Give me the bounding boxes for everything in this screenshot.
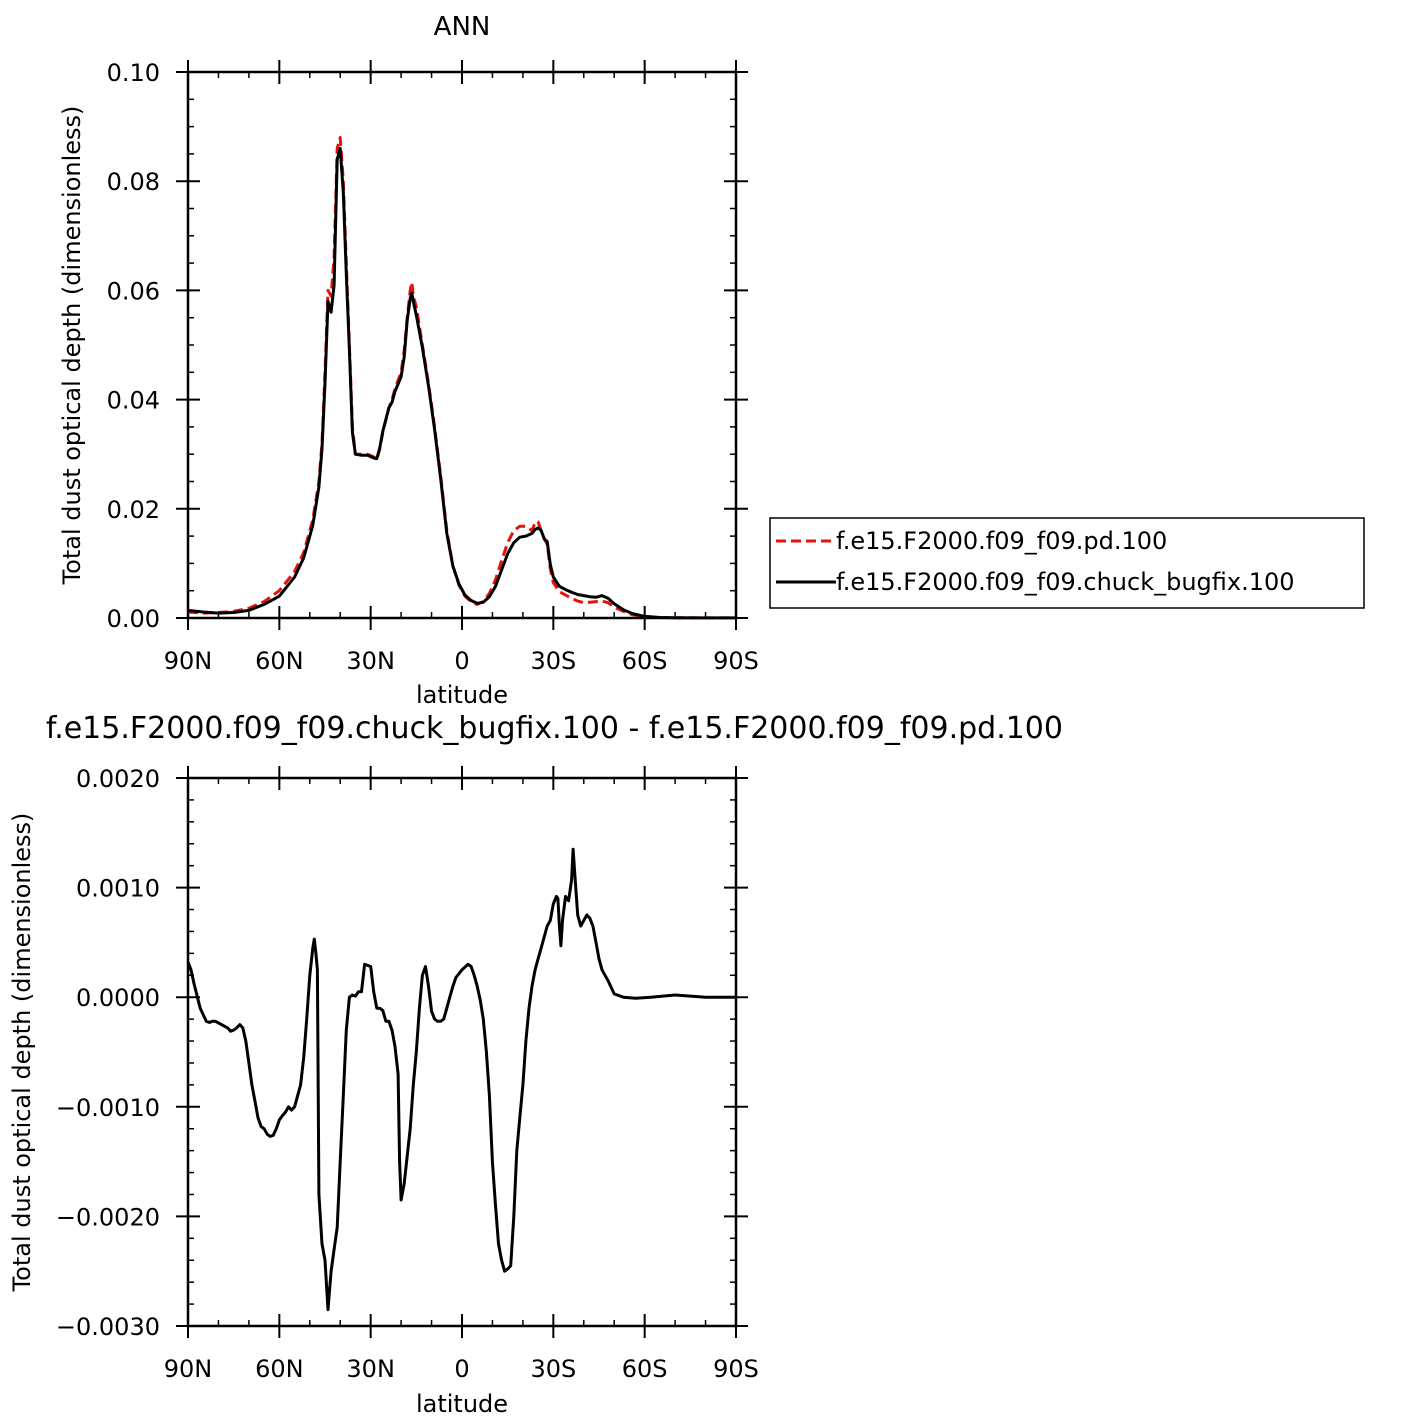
lower-y-tick-label: −0.0030 bbox=[56, 1313, 160, 1341]
upper-x-tick-label: 0 bbox=[454, 647, 469, 675]
lower-chart-panel: f.e15.F2000.f09_f09.chuck_bugfix.100 - f… bbox=[8, 711, 1063, 1418]
lower-y-tick-label: 0.0010 bbox=[76, 875, 160, 903]
lower-x-tick-label: 30S bbox=[530, 1355, 576, 1383]
upper-y-tick-label: 0.00 bbox=[107, 605, 160, 633]
lower-plot-frame bbox=[186, 776, 738, 1328]
upper-y-tick-label: 0.10 bbox=[107, 59, 160, 87]
upper-y-axis-label: Total dust optical depth (dimensionless) bbox=[58, 106, 86, 586]
lower-chart-series bbox=[186, 847, 736, 1312]
lower-series-line-0 bbox=[186, 847, 736, 1312]
upper-y-tick-label: 0.04 bbox=[107, 387, 160, 415]
upper-x-tick-label: 60N bbox=[255, 647, 304, 675]
upper-chart-title: ANN bbox=[434, 12, 491, 42]
legend-label-pd: f.e15.F2000.f09_f09.pd.100 bbox=[836, 527, 1167, 555]
upper-y-tick-label: 0.06 bbox=[107, 277, 160, 305]
upper-x-tick-label: 90S bbox=[713, 647, 759, 675]
upper-x-tick-label: 90N bbox=[164, 647, 213, 675]
upper-y-tick-label: 0.02 bbox=[107, 496, 160, 524]
lower-x-tick-label: 30N bbox=[346, 1355, 395, 1383]
lower-y-axis-label: Total dust optical depth (dimensionless) bbox=[8, 813, 36, 1293]
lower-y-tick-label: −0.0010 bbox=[56, 1094, 160, 1122]
lower-y-tick-label: −0.0020 bbox=[56, 1203, 160, 1231]
upper-chart-ticks: 90N 60N 30N 0 30S 60S 90S 0.00 0.02 0.04 0.06 0.08 0… bbox=[107, 59, 759, 675]
upper-x-tick-label: 30N bbox=[346, 647, 395, 675]
lower-x-tick-label: 60N bbox=[255, 1355, 304, 1383]
upper-y-tick-label: 0.08 bbox=[107, 168, 160, 196]
legend-box bbox=[769, 517, 1365, 609]
lower-x-tick-label: 90S bbox=[713, 1355, 759, 1383]
upper-series-line-0 bbox=[187, 136, 736, 620]
upper-chart-series bbox=[187, 136, 736, 620]
lower-y-tick-label: 0.0000 bbox=[76, 984, 160, 1012]
upper-x-axis-label: latitude bbox=[416, 681, 508, 709]
upper-x-tick-label: 60S bbox=[622, 647, 668, 675]
lower-x-tick-label: 0 bbox=[454, 1355, 469, 1383]
upper-chart-panel: ANN 90N 60N 30N 0 30S 60S 90S 0.00 0.02 0.04 0.06 0… bbox=[58, 12, 759, 709]
lower-chart-title: f.e15.F2000.f09_f09.chuck_bugfix.100 - f… bbox=[46, 711, 1063, 746]
lower-y-tick-label: 0.0020 bbox=[76, 765, 160, 793]
legend: f.e15.F2000.f09_f09.pd.100 f.e15.F2000.f… bbox=[769, 517, 1365, 609]
upper-x-tick-label: 30S bbox=[530, 647, 576, 675]
legend-label-bugfix: f.e15.F2000.f09_f09.chuck_bugfix.100 bbox=[836, 568, 1295, 596]
upper-series-line-1 bbox=[187, 146, 736, 620]
lower-x-axis-label: latitude bbox=[416, 1390, 508, 1418]
lower-x-tick-label: 90N bbox=[164, 1355, 213, 1383]
lower-x-tick-label: 60S bbox=[622, 1355, 668, 1383]
upper-plot-frame bbox=[186, 70, 738, 620]
lower-chart-ticks: 90N 60N 30N 0 30S 60S 90S −0.0030 −0.0020 −0.0010… bbox=[56, 765, 759, 1383]
